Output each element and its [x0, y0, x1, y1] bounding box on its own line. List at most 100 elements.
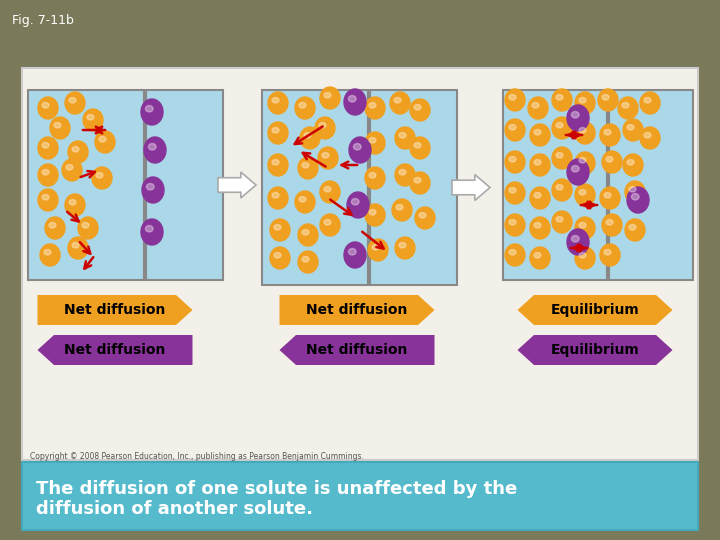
- Polygon shape: [279, 335, 434, 365]
- Bar: [28, 90, 223, 280]
- Ellipse shape: [556, 217, 563, 222]
- Ellipse shape: [302, 256, 309, 262]
- Ellipse shape: [38, 164, 58, 186]
- Ellipse shape: [148, 144, 156, 150]
- Ellipse shape: [144, 137, 166, 163]
- Ellipse shape: [95, 131, 115, 153]
- Ellipse shape: [62, 159, 82, 181]
- Ellipse shape: [509, 249, 516, 255]
- Ellipse shape: [299, 103, 306, 108]
- Ellipse shape: [272, 127, 279, 133]
- Ellipse shape: [324, 186, 331, 192]
- Ellipse shape: [268, 154, 288, 176]
- Ellipse shape: [552, 89, 572, 111]
- Ellipse shape: [414, 143, 421, 148]
- Ellipse shape: [302, 230, 309, 235]
- Ellipse shape: [395, 127, 415, 149]
- Ellipse shape: [50, 117, 70, 139]
- Ellipse shape: [556, 94, 563, 100]
- Ellipse shape: [625, 219, 645, 241]
- Bar: [503, 90, 693, 280]
- Ellipse shape: [299, 197, 306, 202]
- Ellipse shape: [532, 103, 539, 108]
- Ellipse shape: [372, 245, 379, 250]
- Ellipse shape: [567, 159, 589, 185]
- Ellipse shape: [575, 92, 595, 114]
- Ellipse shape: [534, 222, 541, 228]
- Ellipse shape: [395, 237, 415, 259]
- Ellipse shape: [42, 194, 49, 200]
- Ellipse shape: [530, 217, 550, 239]
- Ellipse shape: [602, 151, 622, 173]
- Ellipse shape: [631, 193, 639, 200]
- Ellipse shape: [602, 94, 609, 100]
- Ellipse shape: [365, 167, 385, 189]
- Ellipse shape: [65, 92, 85, 114]
- Ellipse shape: [83, 109, 103, 131]
- Ellipse shape: [365, 132, 385, 154]
- Ellipse shape: [415, 207, 435, 229]
- Polygon shape: [518, 335, 672, 365]
- Ellipse shape: [530, 154, 550, 176]
- Ellipse shape: [572, 111, 579, 118]
- Ellipse shape: [644, 132, 651, 138]
- Ellipse shape: [349, 137, 371, 163]
- Ellipse shape: [44, 249, 51, 255]
- Ellipse shape: [604, 192, 611, 198]
- Ellipse shape: [268, 122, 288, 144]
- Ellipse shape: [141, 219, 163, 245]
- Ellipse shape: [534, 192, 541, 198]
- Ellipse shape: [622, 103, 629, 108]
- Ellipse shape: [268, 187, 288, 209]
- Ellipse shape: [399, 170, 406, 175]
- Ellipse shape: [579, 253, 586, 258]
- Ellipse shape: [575, 152, 595, 174]
- Ellipse shape: [38, 97, 58, 119]
- Ellipse shape: [344, 89, 366, 115]
- Ellipse shape: [141, 99, 163, 125]
- Ellipse shape: [142, 177, 164, 203]
- Ellipse shape: [575, 217, 595, 239]
- Ellipse shape: [414, 178, 421, 183]
- Ellipse shape: [604, 130, 611, 135]
- Ellipse shape: [640, 92, 660, 114]
- Ellipse shape: [552, 117, 572, 139]
- Ellipse shape: [365, 97, 385, 119]
- Ellipse shape: [49, 222, 56, 228]
- Polygon shape: [37, 295, 192, 325]
- Ellipse shape: [394, 98, 401, 103]
- Ellipse shape: [530, 124, 550, 146]
- Ellipse shape: [600, 187, 620, 209]
- Ellipse shape: [505, 182, 525, 204]
- Ellipse shape: [556, 185, 563, 190]
- Ellipse shape: [579, 158, 586, 163]
- Ellipse shape: [509, 187, 516, 193]
- Ellipse shape: [505, 244, 525, 266]
- Ellipse shape: [40, 244, 60, 266]
- Ellipse shape: [530, 247, 550, 269]
- Ellipse shape: [552, 147, 572, 169]
- Ellipse shape: [623, 119, 643, 141]
- Ellipse shape: [390, 92, 410, 114]
- Ellipse shape: [295, 97, 315, 119]
- Ellipse shape: [579, 127, 586, 133]
- Ellipse shape: [320, 181, 340, 203]
- Ellipse shape: [600, 124, 620, 146]
- Ellipse shape: [369, 138, 376, 143]
- Bar: [22, 68, 698, 460]
- Ellipse shape: [604, 249, 611, 255]
- Ellipse shape: [644, 98, 651, 103]
- Text: Copyright © 2008 Pearson Education, Inc., publishing as Pearson Benjamin Cumming: Copyright © 2008 Pearson Education, Inc.…: [30, 452, 364, 461]
- Ellipse shape: [320, 87, 340, 109]
- Ellipse shape: [298, 224, 318, 246]
- Text: Net diffusion: Net diffusion: [64, 343, 166, 357]
- Polygon shape: [452, 174, 490, 200]
- Ellipse shape: [369, 210, 376, 215]
- Ellipse shape: [629, 225, 636, 230]
- Ellipse shape: [92, 167, 112, 189]
- Text: Net diffusion: Net diffusion: [64, 303, 166, 317]
- Ellipse shape: [556, 123, 563, 128]
- Ellipse shape: [534, 159, 541, 165]
- Ellipse shape: [600, 244, 620, 266]
- Ellipse shape: [324, 92, 331, 98]
